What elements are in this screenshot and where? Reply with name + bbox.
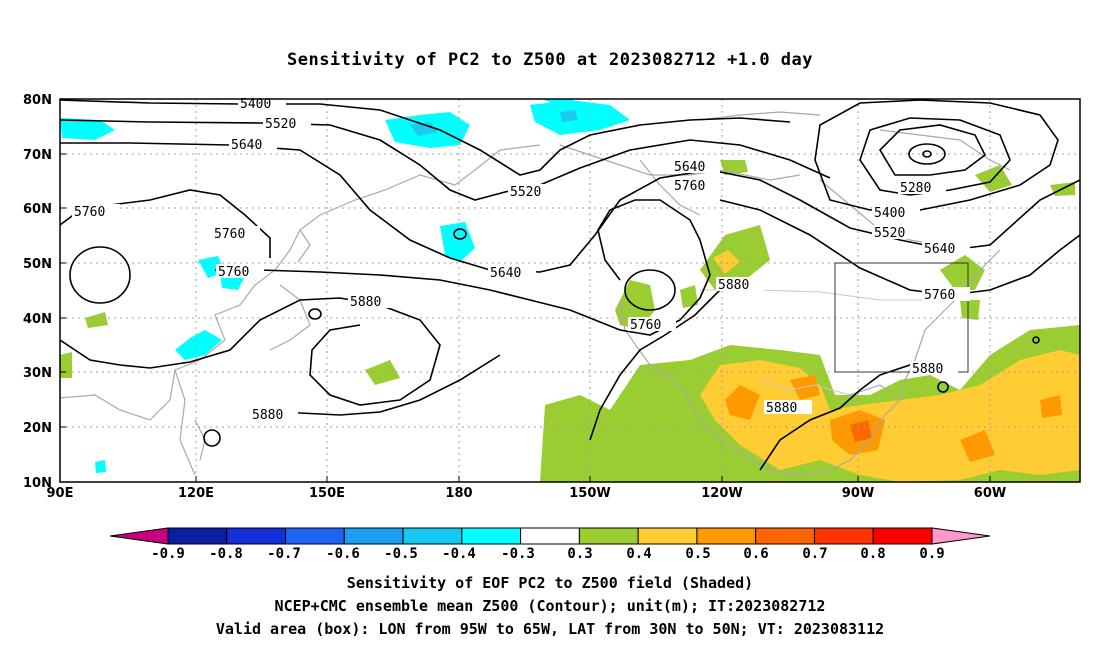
colorbar-cell bbox=[343, 527, 404, 545]
contour-label-5400-b: 5400 bbox=[874, 206, 905, 221]
contour-low-center bbox=[908, 143, 946, 165]
colorbar-cell bbox=[167, 527, 228, 545]
contour-5880-a bbox=[60, 297, 441, 406]
valid-area-box bbox=[834, 262, 969, 373]
contour-label-5640-b: 5640 bbox=[490, 266, 521, 281]
contour-label-5880-b: 5880 bbox=[718, 278, 749, 293]
contour-low-dot bbox=[922, 150, 932, 158]
colorbar-cell bbox=[226, 527, 287, 545]
cbar-label-8: 0.4 bbox=[626, 546, 651, 562]
lon-label-150E: 150E bbox=[309, 486, 345, 501]
lon-label-120E: 120E bbox=[178, 486, 214, 501]
contour-label-5880-d: 5880 bbox=[766, 401, 797, 416]
contour-label-5520-a: 5520 bbox=[265, 117, 296, 132]
contour-labels: 5400 5520 5640 5520 5760 5760 5760 5640 … bbox=[72, 96, 970, 423]
map-border bbox=[59, 98, 1081, 483]
contour-label-5760-f: 5760 bbox=[924, 288, 955, 303]
contour-circle-c bbox=[453, 228, 467, 240]
lat-label-30N: 30N bbox=[23, 366, 52, 381]
cbar-label-2: -0.7 bbox=[267, 546, 301, 562]
contour-circle-f bbox=[937, 381, 949, 393]
contour-label-5760-a: 5760 bbox=[74, 205, 105, 220]
colorbar-left-triangle bbox=[109, 527, 169, 545]
colorbar-right-triangle bbox=[931, 527, 991, 545]
contour-5160-inner bbox=[878, 124, 987, 176]
contour-5880-d bbox=[759, 364, 941, 471]
lon-label-90W: 90W bbox=[842, 486, 874, 501]
cbar-label-7: 0.3 bbox=[567, 546, 592, 562]
colorbar-labels: -0.9 -0.8 -0.7 -0.6 -0.5 -0.4 -0.3 0.3 0… bbox=[151, 546, 945, 562]
colorbar-cell bbox=[285, 527, 345, 545]
lat-label-20N: 20N bbox=[23, 421, 52, 436]
contour-label-5520-b: 5520 bbox=[510, 185, 541, 200]
colorbar-cell bbox=[696, 527, 757, 545]
contour-label-5760-c: 5760 bbox=[218, 265, 249, 280]
cbar-label-5: -0.4 bbox=[442, 546, 476, 562]
contour-label-5280: 5280 bbox=[900, 181, 931, 196]
contour-circle-d bbox=[308, 308, 322, 320]
cbar-label-10: 0.6 bbox=[743, 546, 768, 562]
tick-marks bbox=[60, 153, 991, 482]
caption-line-1: Sensitivity of EOF PC2 to Z500 field (Sh… bbox=[346, 574, 754, 592]
lat-label-40N: 40N bbox=[23, 312, 52, 327]
contour-label-5760-e: 5760 bbox=[674, 179, 705, 194]
colorbar-cell bbox=[520, 527, 580, 545]
colorbar-cell bbox=[461, 527, 522, 545]
contour-label-5760-d: 5760 bbox=[630, 318, 661, 333]
contour-label-5400: 5400 bbox=[240, 97, 271, 112]
lon-label-120W: 120W bbox=[701, 486, 742, 501]
contour-label-5880-c: 5880 bbox=[252, 408, 283, 423]
lat-label-80N: 80N bbox=[23, 93, 52, 108]
contour-label-5880-e: 5880 bbox=[912, 362, 943, 377]
colorbar-cell bbox=[637, 527, 698, 545]
cbar-label-11: 0.7 bbox=[802, 546, 827, 562]
lon-label-150W: 150W bbox=[569, 486, 610, 501]
contour-5640 bbox=[60, 142, 1080, 273]
cbar-label-1: -0.8 bbox=[209, 546, 243, 562]
contour-5880-b bbox=[259, 354, 501, 416]
contour-circle-b bbox=[69, 246, 131, 304]
caption-line-3: Valid area (box): LON from 95W to 65W, L… bbox=[215, 620, 885, 638]
contour-circle-g bbox=[1032, 336, 1040, 344]
longitude-labels: 90E 120E 150E 180 150W 120W 90W 60W bbox=[47, 486, 1007, 501]
lon-label-180: 180 bbox=[445, 486, 472, 501]
colorbar-cell bbox=[402, 527, 463, 545]
contour-label-5880-a: 5880 bbox=[350, 295, 381, 310]
colorbar-cell bbox=[813, 527, 874, 545]
colorbar-cell bbox=[872, 527, 933, 545]
caption-line-2: NCEP+CMC ensemble mean Z500 (Contour); u… bbox=[274, 597, 826, 615]
cbar-label-9: 0.5 bbox=[685, 546, 710, 562]
contour-label-5760-b: 5760 bbox=[214, 227, 245, 242]
lat-label-60N: 60N bbox=[23, 202, 52, 217]
colorbar bbox=[109, 527, 991, 545]
contour-label-5640-d: 5640 bbox=[924, 242, 955, 257]
contour-5760-b bbox=[215, 199, 711, 336]
cbar-label-0: -0.9 bbox=[151, 546, 185, 562]
cbar-label-13: 0.9 bbox=[919, 546, 944, 562]
lon-label-60W: 60W bbox=[974, 486, 1006, 501]
cbar-label-6: -0.3 bbox=[501, 546, 535, 562]
cbar-label-4: -0.5 bbox=[384, 546, 418, 562]
colorbar-cell bbox=[578, 527, 639, 545]
contour-label-5520-c: 5520 bbox=[874, 226, 905, 241]
z500-contours bbox=[60, 99, 1080, 471]
contour-label-5640-a: 5640 bbox=[231, 138, 262, 153]
contour-circle-a bbox=[624, 269, 676, 311]
cbar-label-12: 0.8 bbox=[860, 546, 885, 562]
contour-label-5640-c: 5640 bbox=[674, 160, 705, 175]
lat-label-10N: 10N bbox=[23, 476, 52, 491]
contour-circle-e bbox=[203, 429, 221, 447]
lat-label-50N: 50N bbox=[23, 257, 52, 272]
lat-label-70N: 70N bbox=[23, 148, 52, 163]
contour-outer-low bbox=[814, 99, 1059, 211]
contour-5880-c bbox=[589, 289, 721, 441]
chart-title: Sensitivity of PC2 to Z500 at 2023082712… bbox=[286, 50, 813, 70]
latitude-labels: 10N 20N 30N 40N 50N 60N 70N 80N bbox=[23, 93, 52, 491]
lon-label-90E: 90E bbox=[47, 486, 74, 501]
cbar-label-3: -0.6 bbox=[326, 546, 360, 562]
grid-lines bbox=[60, 99, 1080, 482]
colorbar-cell bbox=[755, 527, 815, 545]
